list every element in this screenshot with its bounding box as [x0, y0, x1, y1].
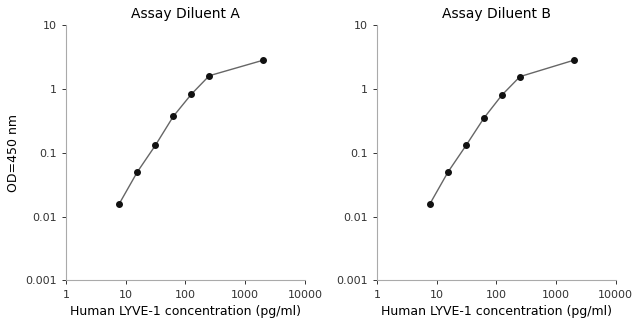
X-axis label: Human LYVE-1 concentration (pg/ml): Human LYVE-1 concentration (pg/ml)	[381, 305, 612, 318]
Title: Assay Diluent B: Assay Diluent B	[442, 7, 550, 21]
Y-axis label: OD=450 nm: OD=450 nm	[7, 114, 20, 192]
X-axis label: Human LYVE-1 concentration (pg/ml): Human LYVE-1 concentration (pg/ml)	[70, 305, 301, 318]
Title: Assay Diluent A: Assay Diluent A	[131, 7, 240, 21]
